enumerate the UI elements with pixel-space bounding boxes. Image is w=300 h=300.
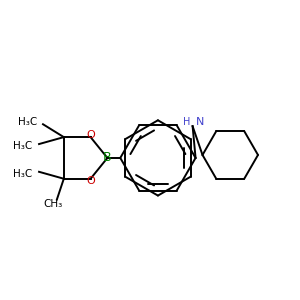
- Text: B: B: [103, 152, 112, 164]
- Text: H₃C: H₃C: [13, 169, 32, 179]
- Text: O: O: [86, 130, 95, 140]
- Text: H: H: [183, 117, 190, 127]
- Text: N: N: [196, 117, 204, 127]
- Text: CH₃: CH₃: [43, 200, 62, 209]
- Text: O: O: [86, 176, 95, 186]
- Text: H₃C: H₃C: [18, 117, 37, 127]
- Text: H₃C: H₃C: [13, 141, 32, 151]
